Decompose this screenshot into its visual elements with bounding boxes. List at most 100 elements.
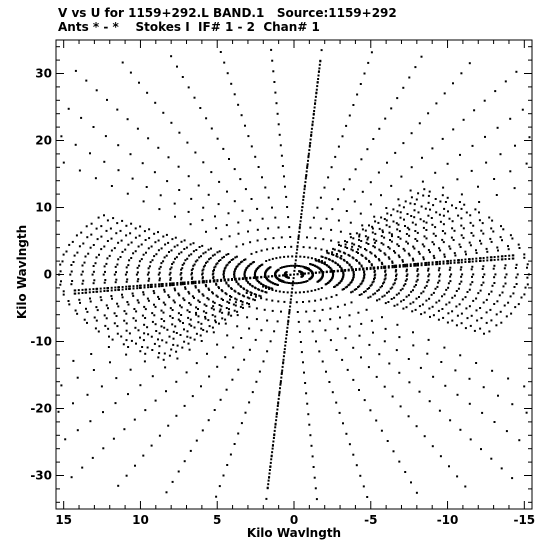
uv-point xyxy=(92,270,95,273)
uv-point xyxy=(226,464,229,466)
uv-point xyxy=(314,487,317,490)
uv-point xyxy=(224,322,227,325)
uv-point xyxy=(154,305,157,308)
uv-point xyxy=(229,298,231,301)
uv-point xyxy=(341,270,344,272)
uv-point xyxy=(342,288,345,290)
uv-point xyxy=(482,232,485,235)
uv-point xyxy=(272,237,275,240)
uv-point xyxy=(265,260,268,262)
uv-point xyxy=(445,303,448,306)
uv-point xyxy=(312,216,315,219)
uv-point xyxy=(475,309,478,312)
uv-point xyxy=(158,434,161,437)
uv-point xyxy=(470,268,473,271)
uv-point xyxy=(187,282,190,285)
uv-point xyxy=(64,438,67,441)
uv-point xyxy=(92,282,95,285)
uv-point xyxy=(431,445,434,448)
y-axis-label: Kilo Wavlngth xyxy=(15,225,29,319)
uv-point xyxy=(268,472,271,475)
uv-point xyxy=(396,323,399,326)
uv-point xyxy=(315,88,318,91)
uv-point xyxy=(308,300,311,303)
uv-point xyxy=(460,224,463,227)
uv-point xyxy=(202,206,205,209)
uv-point xyxy=(244,188,247,191)
uv-point xyxy=(117,144,120,147)
uv-point xyxy=(228,235,231,238)
uv-point xyxy=(137,301,140,304)
uv-point xyxy=(408,76,411,79)
uv-point xyxy=(190,253,193,256)
uv-point xyxy=(344,286,347,289)
uv-point xyxy=(150,444,153,447)
uv-point xyxy=(81,466,84,469)
uv-point xyxy=(389,239,391,241)
uv-point xyxy=(391,286,394,289)
uv-point xyxy=(256,228,259,231)
uv-point xyxy=(413,263,416,265)
uv-point xyxy=(150,335,153,338)
uv-point xyxy=(117,305,120,308)
uv-point xyxy=(276,405,279,407)
uv-point xyxy=(192,264,195,267)
uv-point xyxy=(480,242,483,245)
uv-point xyxy=(311,330,314,333)
uv-point xyxy=(318,271,321,274)
uv-point xyxy=(198,256,201,259)
uv-point xyxy=(490,457,493,460)
uv-point xyxy=(147,286,150,289)
uv-point xyxy=(330,239,333,242)
uv-point xyxy=(165,491,168,494)
uv-point xyxy=(230,82,233,85)
uv-point xyxy=(183,299,186,302)
uv-point xyxy=(212,279,215,282)
uv-point xyxy=(322,238,325,241)
uv-point xyxy=(489,259,492,262)
uv-point xyxy=(212,275,215,278)
uv-point xyxy=(133,418,136,421)
uv-point xyxy=(171,282,174,285)
uv-point xyxy=(460,322,463,325)
y-tick-label: -10 xyxy=(30,335,52,349)
uv-point xyxy=(405,233,408,235)
uv-point xyxy=(348,114,351,117)
uv-point xyxy=(419,218,422,221)
uv-point xyxy=(69,273,72,276)
uv-point xyxy=(271,299,274,302)
uv-point xyxy=(330,228,333,231)
uv-point xyxy=(448,465,450,468)
uv-point xyxy=(399,216,402,219)
uv-point xyxy=(453,229,456,232)
uv-point xyxy=(190,324,193,327)
uv-point xyxy=(352,276,355,279)
uv-point xyxy=(416,269,419,272)
uv-point xyxy=(398,336,401,339)
uv-point xyxy=(186,141,189,144)
uv-point xyxy=(269,340,272,343)
uv-point xyxy=(462,118,465,121)
uv-point xyxy=(144,308,147,311)
uv-point xyxy=(306,280,309,282)
uv-point xyxy=(102,411,104,414)
uv-point xyxy=(460,258,463,261)
uv-point xyxy=(268,476,271,479)
uv-point xyxy=(262,283,265,286)
uv-point xyxy=(365,249,368,252)
uv-point xyxy=(236,325,239,328)
uv-point xyxy=(150,283,153,286)
uv-point xyxy=(280,376,283,379)
uv-point xyxy=(303,272,306,275)
uv-point xyxy=(240,114,243,117)
uv-point xyxy=(525,162,528,165)
uv-point xyxy=(242,306,244,309)
uv-point xyxy=(355,288,358,290)
uv-point xyxy=(289,236,292,238)
uv-point xyxy=(299,223,302,226)
uv-point xyxy=(239,300,242,302)
uv-point xyxy=(183,460,186,463)
uv-point xyxy=(311,272,314,275)
uv-point xyxy=(161,285,164,287)
uv-point xyxy=(147,299,150,302)
